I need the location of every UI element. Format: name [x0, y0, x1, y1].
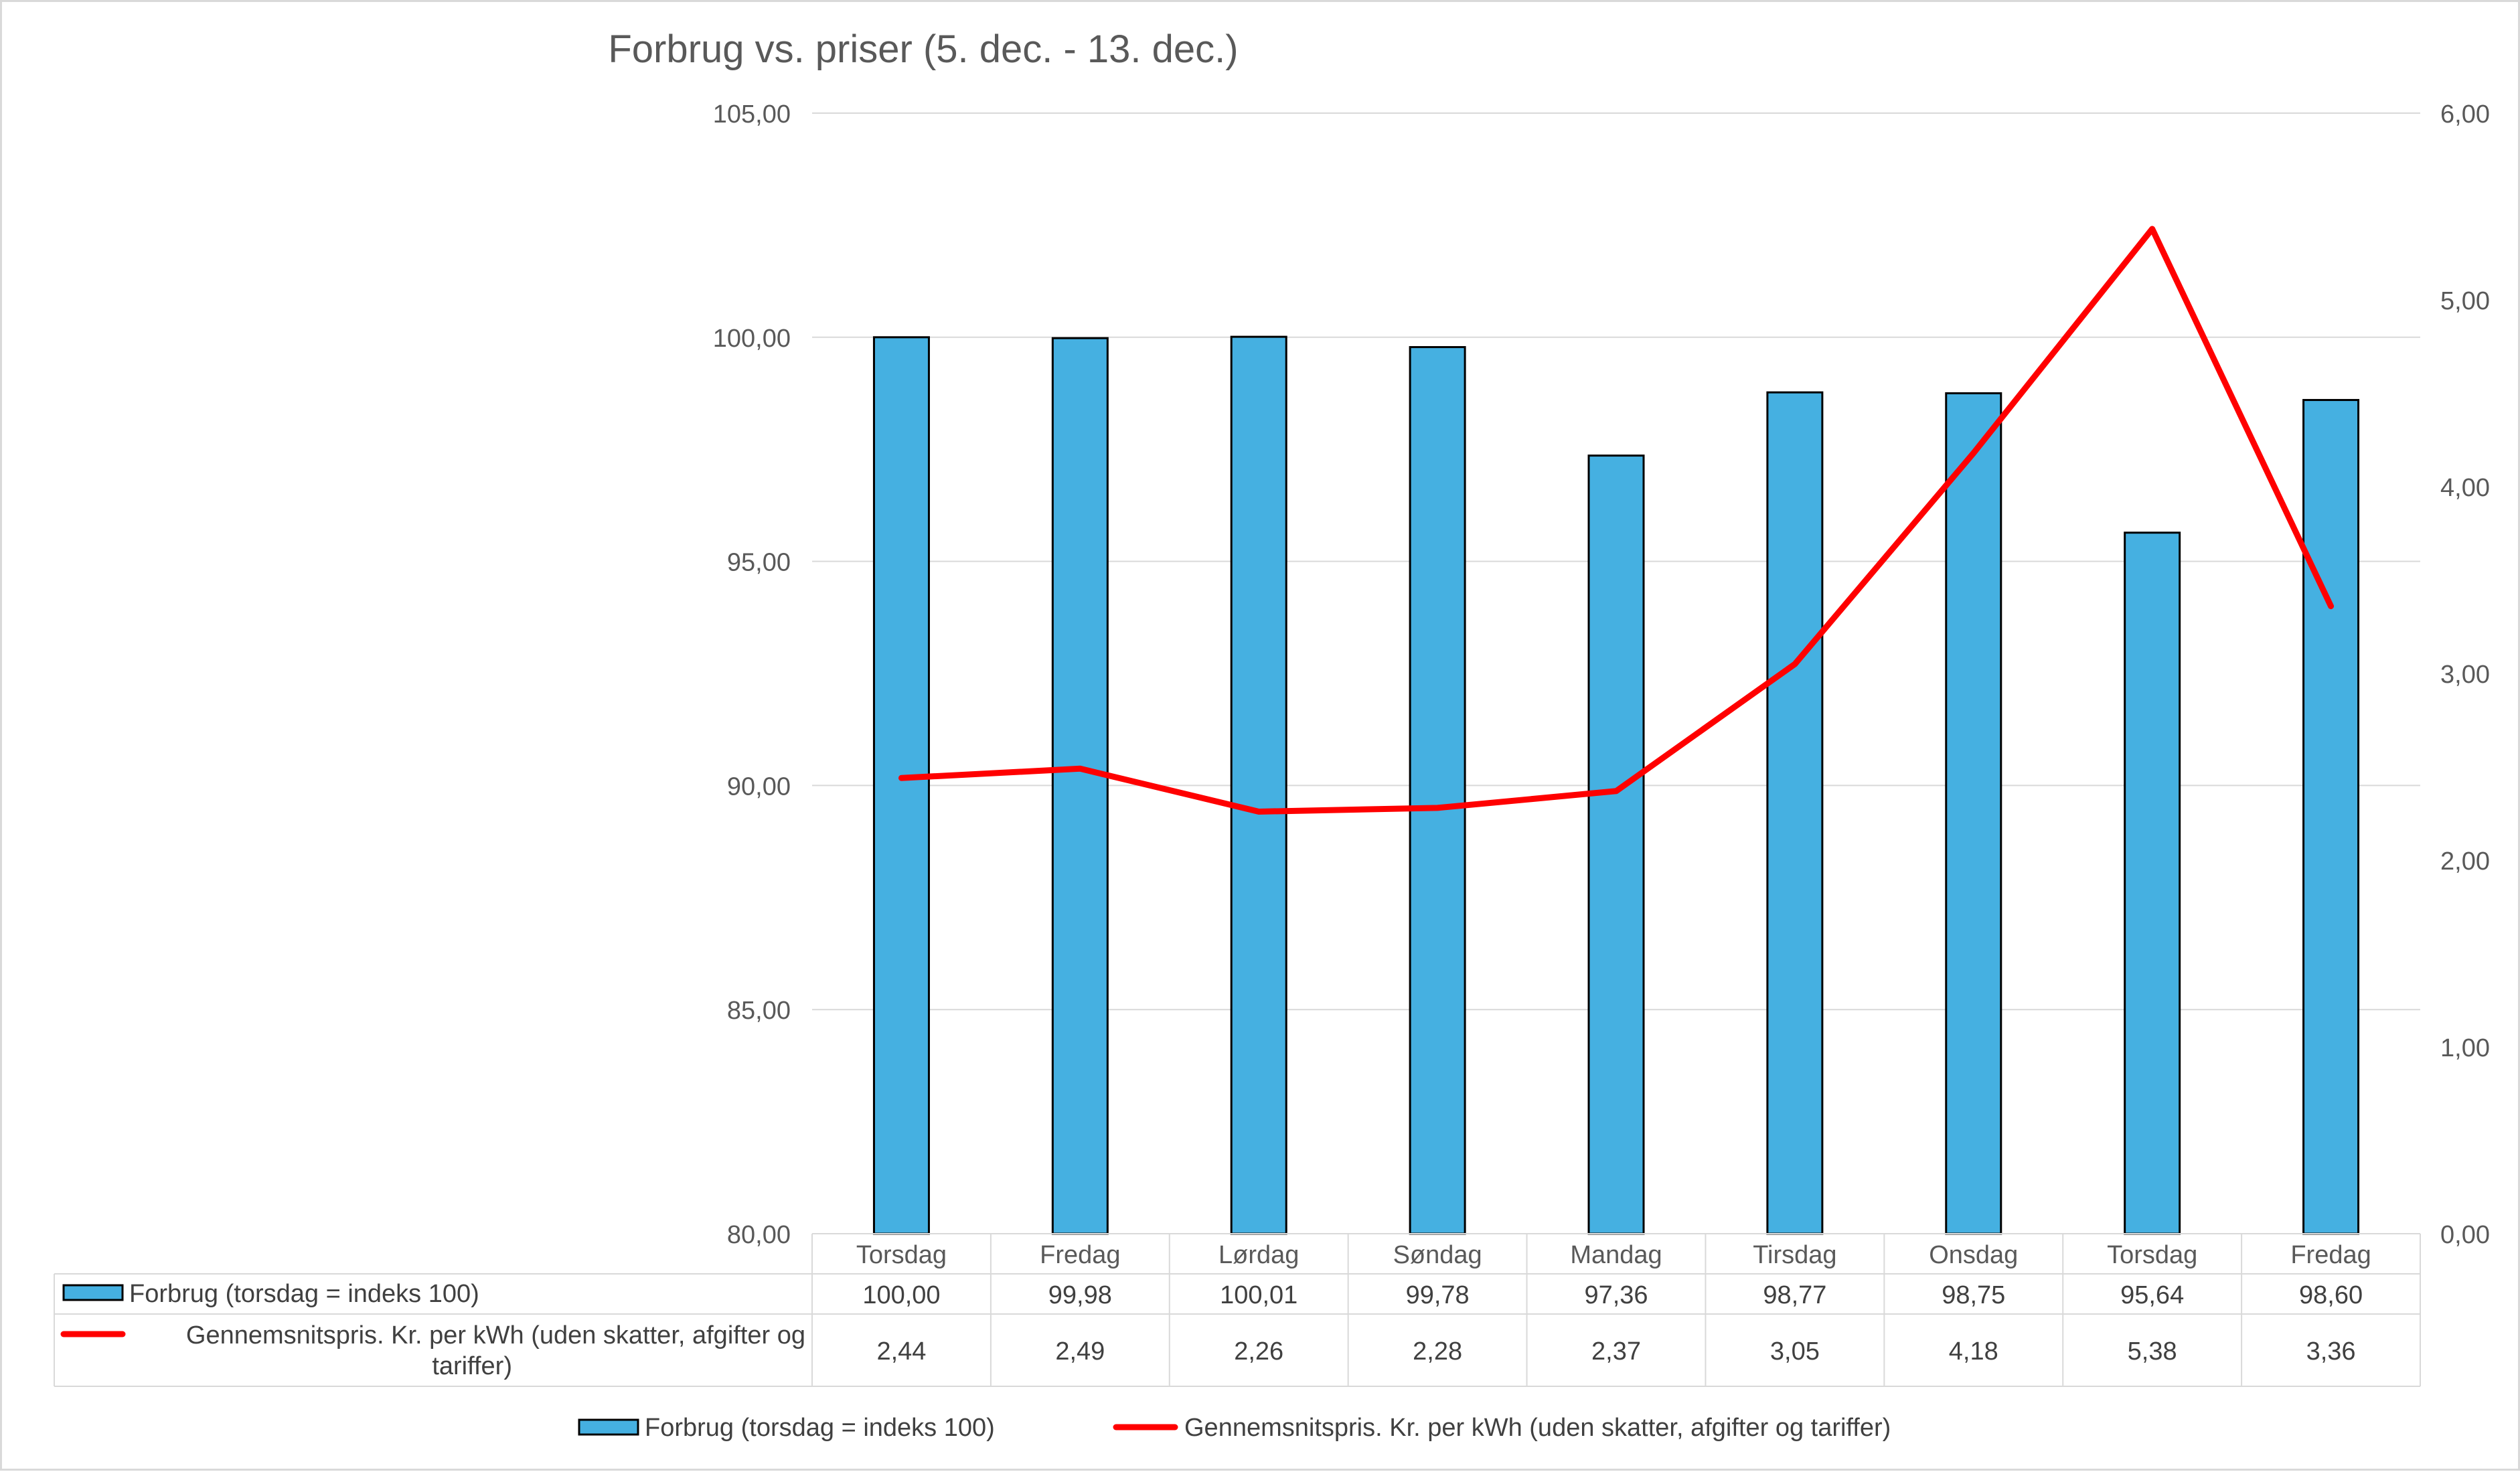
bar-value-label: 98,77: [1763, 1281, 1826, 1309]
legend: Forbrug (torsdag = indeks 100) Gennemsnit…: [578, 1414, 1891, 1442]
left-axis-tick-label: 100,00: [713, 325, 791, 353]
bar-value-label: 97,36: [1584, 1281, 1648, 1309]
bar-value-label: 99,98: [1048, 1281, 1112, 1309]
line-value-label: 2,49: [1055, 1337, 1105, 1366]
left-axis-tick-label: 90,00: [727, 772, 791, 801]
category-label: Fredag: [2290, 1241, 2371, 1269]
category-label: Søndag: [1393, 1241, 1482, 1269]
line-value-label: 4,18: [1949, 1337, 1998, 1366]
row-header-bar: Forbrug (torsdag = indeks 100): [129, 1280, 479, 1308]
legend-key-bar: [578, 1418, 639, 1436]
right-axis-tick-label: 4,00: [2440, 474, 2490, 502]
line-value-label: 2,44: [876, 1337, 926, 1366]
right-axis: 6,00 5,00 4,00 3,00 2,00 1,00 0,00: [2440, 100, 2490, 1249]
right-axis-tick-label: 1,00: [2440, 1034, 2490, 1062]
row-header-line-cont: tariffer): [432, 1352, 512, 1380]
bar: [1230, 335, 1287, 1235]
bar-series: [872, 335, 2360, 1235]
left-axis-tick-label: 80,00: [727, 1221, 791, 1249]
bar: [1766, 391, 1824, 1235]
line-value-label: 3,36: [2306, 1337, 2356, 1366]
bar: [2124, 531, 2181, 1235]
bar-value-label: 98,75: [1942, 1281, 2005, 1309]
left-axis-tick-label: 85,00: [727, 997, 791, 1025]
bar: [1409, 346, 1466, 1235]
bar-value-label: 99,78: [1406, 1281, 1470, 1309]
line-point: [1794, 663, 1796, 665]
chart-title: Forbrug vs. priser (5. dec. - 13. dec.): [608, 27, 1238, 71]
bar: [1945, 392, 2002, 1235]
line-value-label: 2,28: [1413, 1337, 1462, 1366]
line-point: [1437, 807, 1438, 809]
line-point: [900, 777, 902, 779]
bar-value-label: 95,64: [2120, 1281, 2184, 1309]
bar-value-label: 100,01: [1220, 1281, 1297, 1309]
category-label: Mandag: [1570, 1241, 1662, 1269]
row-header-line: Gennemsnitspris. Kr. per kWh (uden skatt…: [186, 1321, 805, 1350]
bar: [872, 336, 930, 1235]
right-axis-tick-label: 3,00: [2440, 661, 2490, 689]
line-value-label: 3,05: [1770, 1337, 1820, 1366]
left-axis: 105,00 100,00 95,00 90,00 85,00 80,00: [713, 100, 791, 1249]
line-value-label: 2,37: [1591, 1337, 1641, 1366]
category-label: Onsdag: [1929, 1241, 2018, 1269]
bar: [1051, 337, 1109, 1235]
right-axis-tick-label: 6,00: [2440, 100, 2490, 129]
bar-value-label: 98,60: [2299, 1281, 2363, 1309]
category-label: Torsdag: [2107, 1241, 2197, 1269]
left-axis-tick-label: 105,00: [713, 100, 791, 129]
row-key-bar: [62, 1284, 124, 1301]
category-label: Tirsdag: [1753, 1241, 1836, 1269]
right-axis-tick-label: 0,00: [2440, 1221, 2490, 1249]
right-axis-tick-label: 5,00: [2440, 287, 2490, 315]
line-value-label: 2,26: [1234, 1337, 1283, 1366]
legend-label-line: Gennemsnitspris. Kr. per kWh (uden skatt…: [1184, 1414, 1891, 1442]
legend-label-bar: Forbrug (torsdag = indeks 100): [645, 1414, 995, 1442]
bar: [2302, 399, 2360, 1235]
bar-value-label: 100,00: [862, 1281, 940, 1309]
left-axis-tick-label: 95,00: [727, 549, 791, 577]
category-label: Lørdag: [1218, 1241, 1299, 1269]
line-point: [1079, 768, 1081, 769]
line-series: [898, 226, 2335, 815]
bar: [1587, 455, 1645, 1235]
line-value-label: 5,38: [2128, 1337, 2177, 1366]
category-label: Torsdag: [856, 1241, 947, 1269]
right-axis-tick-label: 2,00: [2440, 847, 2490, 876]
category-label: Fredag: [1040, 1241, 1120, 1269]
data-table: Torsdag 100,00 2,44 Fredag 99,98 2,49 Lørdag 10…: [54, 1233, 2421, 1387]
